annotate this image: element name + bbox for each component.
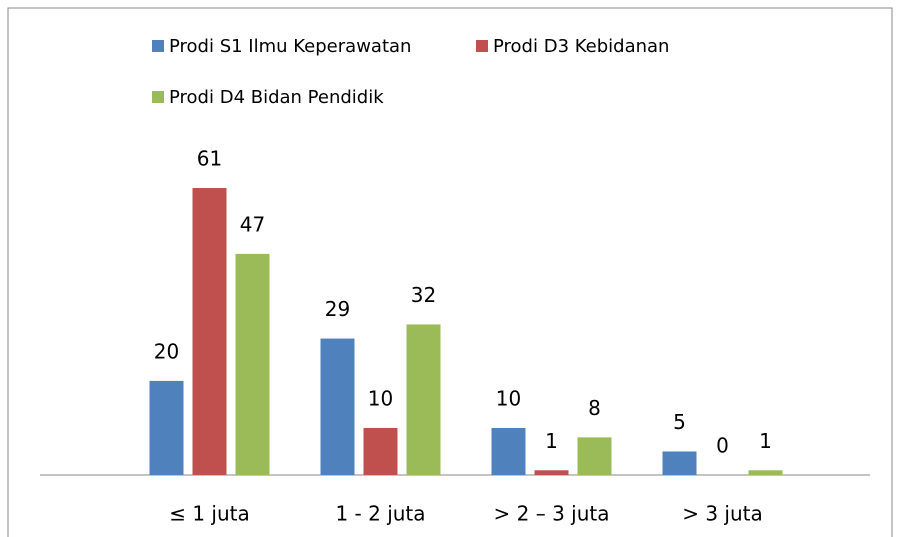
chart-border: [7, 7, 893, 537]
bar: [577, 437, 612, 475]
data-label: 32: [411, 283, 436, 307]
bar: [149, 380, 184, 475]
legend-label: Prodi D4 Bidan Pendidik: [169, 87, 384, 108]
bar: [192, 188, 227, 475]
data-label: 1: [545, 429, 558, 453]
bar: [406, 324, 441, 475]
data-label: 29: [325, 297, 350, 321]
bar: [235, 253, 270, 475]
x-tick-label: ≤ 1 juta: [169, 502, 250, 526]
bar: [748, 470, 783, 475]
data-label: 5: [673, 410, 686, 434]
x-tick-label: > 3 juta: [682, 502, 763, 526]
legend-label: Prodi D3 Kebidanan: [493, 36, 669, 57]
bar: [491, 427, 526, 475]
legend-swatch: [476, 40, 488, 52]
data-label: 8: [588, 396, 601, 420]
bar: [363, 427, 398, 475]
legend-swatch: [152, 91, 164, 103]
data-label: 20: [154, 339, 179, 363]
legend-swatch: [152, 40, 164, 52]
bar: [320, 338, 355, 475]
x-tick-label: 1 - 2 juta: [335, 502, 425, 526]
legend-label: Prodi S1 Ilmu Keperawatan: [169, 36, 411, 57]
bar: [534, 470, 569, 475]
data-label: 47: [240, 212, 265, 236]
x-tick-label: > 2 – 3 juta: [494, 502, 610, 526]
data-label: 10: [368, 386, 393, 410]
data-label: 61: [197, 147, 222, 171]
bar: [662, 451, 697, 475]
data-label: 10: [496, 386, 521, 410]
data-label: 1: [759, 429, 772, 453]
data-label: 0: [716, 434, 729, 458]
